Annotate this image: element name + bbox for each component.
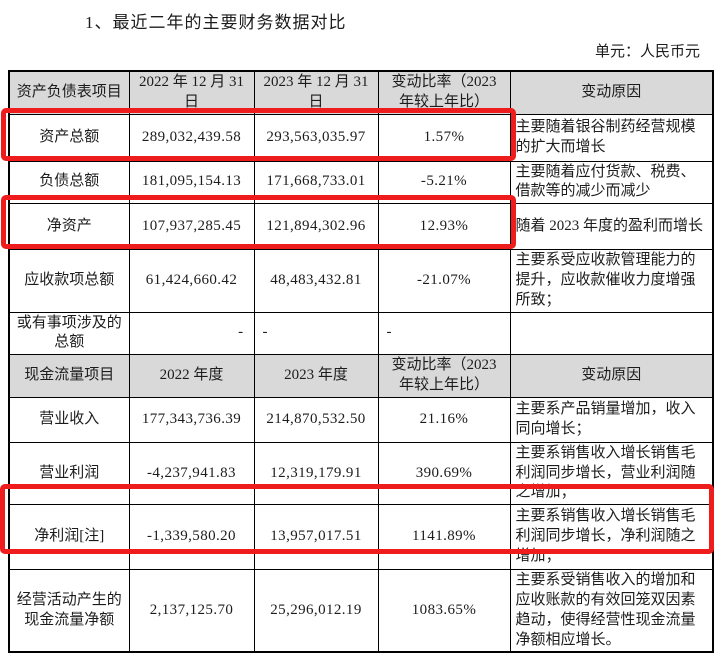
reason-cell <box>509 311 714 356</box>
value-2022-cell: - <box>128 311 255 356</box>
value-2023-cell: - <box>253 311 379 356</box>
item-cell: 应收款项总额 <box>8 249 130 313</box>
document-page: 1、最近二年的主要财务数据对比 单元：人民币元 资产负债表项目 2022 年 1… <box>0 13 714 653</box>
change-ratio-cell: -5.21% <box>377 160 511 205</box>
change-ratio-cell: -21.07% <box>377 249 511 313</box>
reason-cell: 主要系受销售收入的增加和应收账款的有效回笼双因素趋动，使得经营性现金流量净额相应… <box>509 569 714 653</box>
change-ratio-cell: 12.93% <box>377 203 511 251</box>
table-row-operating-profit: 营业利润 -4,237,941.83 12,319,179.91 390.69%… <box>8 441 714 506</box>
reason-cell: 主要系销售收入增长销售毛利润同步增长，营业利润随之增加； <box>509 441 714 506</box>
reason-cell: 主要随着银谷制药经营规模的扩大而增长 <box>509 113 714 162</box>
header-2023-date: 2023 年 12 月 31 日 <box>253 70 379 115</box>
header-balance-item: 资产负债表项目 <box>8 70 130 115</box>
table-row-total-receivables: 应收款项总额 61,424,660.42 48,483,432.81 -21.0… <box>8 249 714 313</box>
change-ratio-cell: 1141.89% <box>377 504 511 571</box>
table-row-net-profit: 净利润[注] -1,339,580.20 13,957,017.51 1141.… <box>8 504 714 571</box>
item-cell: 净利润[注] <box>8 504 130 571</box>
table-row-total-liabilities: 负债总额 181,095,154.13 171,668,733.01 -5.21… <box>8 160 714 205</box>
reason-cell: 主要系产品销量增加，收入同向增长； <box>509 396 714 443</box>
reason-cell: 随着 2023 年度的盈利而增长 <box>509 203 714 251</box>
value-2023-cell: 293,563,035.97 <box>253 113 379 162</box>
change-ratio-cell: 21.16% <box>377 396 511 443</box>
header-change-reason: 变动原因 <box>509 354 714 398</box>
unit-label: 单元：人民币元 <box>594 44 700 60</box>
reason-cell: 主要系受应收款管理能力的提升，应收款催收力度增强所致； <box>509 249 714 313</box>
value-2023-cell: 171,668,733.01 <box>253 160 379 205</box>
item-cell: 经营活动产生的现金流量净额 <box>8 569 130 653</box>
value-2023-cell: 121,894,302.96 <box>253 203 379 251</box>
header-change-reason: 变动原因 <box>509 70 714 115</box>
change-ratio-cell: - <box>377 311 511 356</box>
header-change-ratio: 变动比率（2023 年较上年比） <box>377 354 511 398</box>
change-ratio-cell: 1083.65% <box>377 569 511 653</box>
section-title: 1、最近二年的主要财务数据对比 <box>85 13 347 32</box>
value-2022-cell: -1,339,580.20 <box>128 504 255 571</box>
value-2022-cell: 107,937,285.45 <box>128 203 255 251</box>
value-2023-cell: 25,296,012.19 <box>253 569 379 653</box>
value-2022-cell: 177,343,736.39 <box>128 396 255 443</box>
financial-comparison-table: 资产负债表项目 2022 年 12 月 31 日 2023 年 12 月 31 … <box>8 70 714 653</box>
reason-cell: 主要系销售收入增长销售毛利润同步增长，净利润随之增加； <box>509 504 714 571</box>
item-cell: 营业利润 <box>8 441 130 506</box>
change-ratio-cell: 390.69% <box>377 441 511 506</box>
value-2023-cell: 12,319,179.91 <box>253 441 379 506</box>
item-cell: 净资产 <box>8 203 130 251</box>
value-2023-cell: 214,870,532.50 <box>253 396 379 443</box>
value-2022-cell: -4,237,941.83 <box>128 441 255 506</box>
value-2022-cell: 181,095,154.13 <box>128 160 255 205</box>
item-cell: 或有事项涉及的总额 <box>8 311 130 356</box>
header-cashflow-item: 现金流量项目 <box>8 354 130 398</box>
cash-flow-header-row: 现金流量项目 2022 年度 2023 年度 变动比率（2023 年较上年比） … <box>8 354 714 398</box>
balance-sheet-header-row: 资产负债表项目 2022 年 12 月 31 日 2023 年 12 月 31 … <box>8 70 714 115</box>
item-cell: 营业收入 <box>8 396 130 443</box>
header-change-ratio: 变动比率（2023 年较上年比） <box>377 70 511 115</box>
table-row-total-assets: 资产总额 289,032,439.58 293,563,035.97 1.57%… <box>8 113 714 162</box>
value-2023-cell: 13,957,017.51 <box>253 504 379 571</box>
change-ratio-cell: 1.57% <box>377 113 511 162</box>
value-2022-cell: 289,032,439.58 <box>128 113 255 162</box>
value-2022-cell: 61,424,660.42 <box>128 249 255 313</box>
reason-cell: 主要随着应付货款、税费、借款等的减少而减少 <box>509 160 714 205</box>
header-2023-year: 2023 年度 <box>253 354 379 398</box>
item-cell: 负债总额 <box>8 160 130 205</box>
header-2022-year: 2022 年度 <box>128 354 255 398</box>
value-2023-cell: 48,483,432.81 <box>253 249 379 313</box>
table-row-operating-cashflow-net: 经营活动产生的现金流量净额 2,137,125.70 25,296,012.19… <box>8 569 714 653</box>
table-row-contingent-items: 或有事项涉及的总额 - - - <box>8 311 714 356</box>
item-cell: 资产总额 <box>8 113 130 162</box>
table-row-net-assets: 净资产 107,937,285.45 121,894,302.96 12.93%… <box>8 203 714 251</box>
value-2022-cell: 2,137,125.70 <box>128 569 255 653</box>
table-row-operating-revenue: 营业收入 177,343,736.39 214,870,532.50 21.16… <box>8 396 714 443</box>
header-2022-date: 2022 年 12 月 31 日 <box>128 70 255 115</box>
